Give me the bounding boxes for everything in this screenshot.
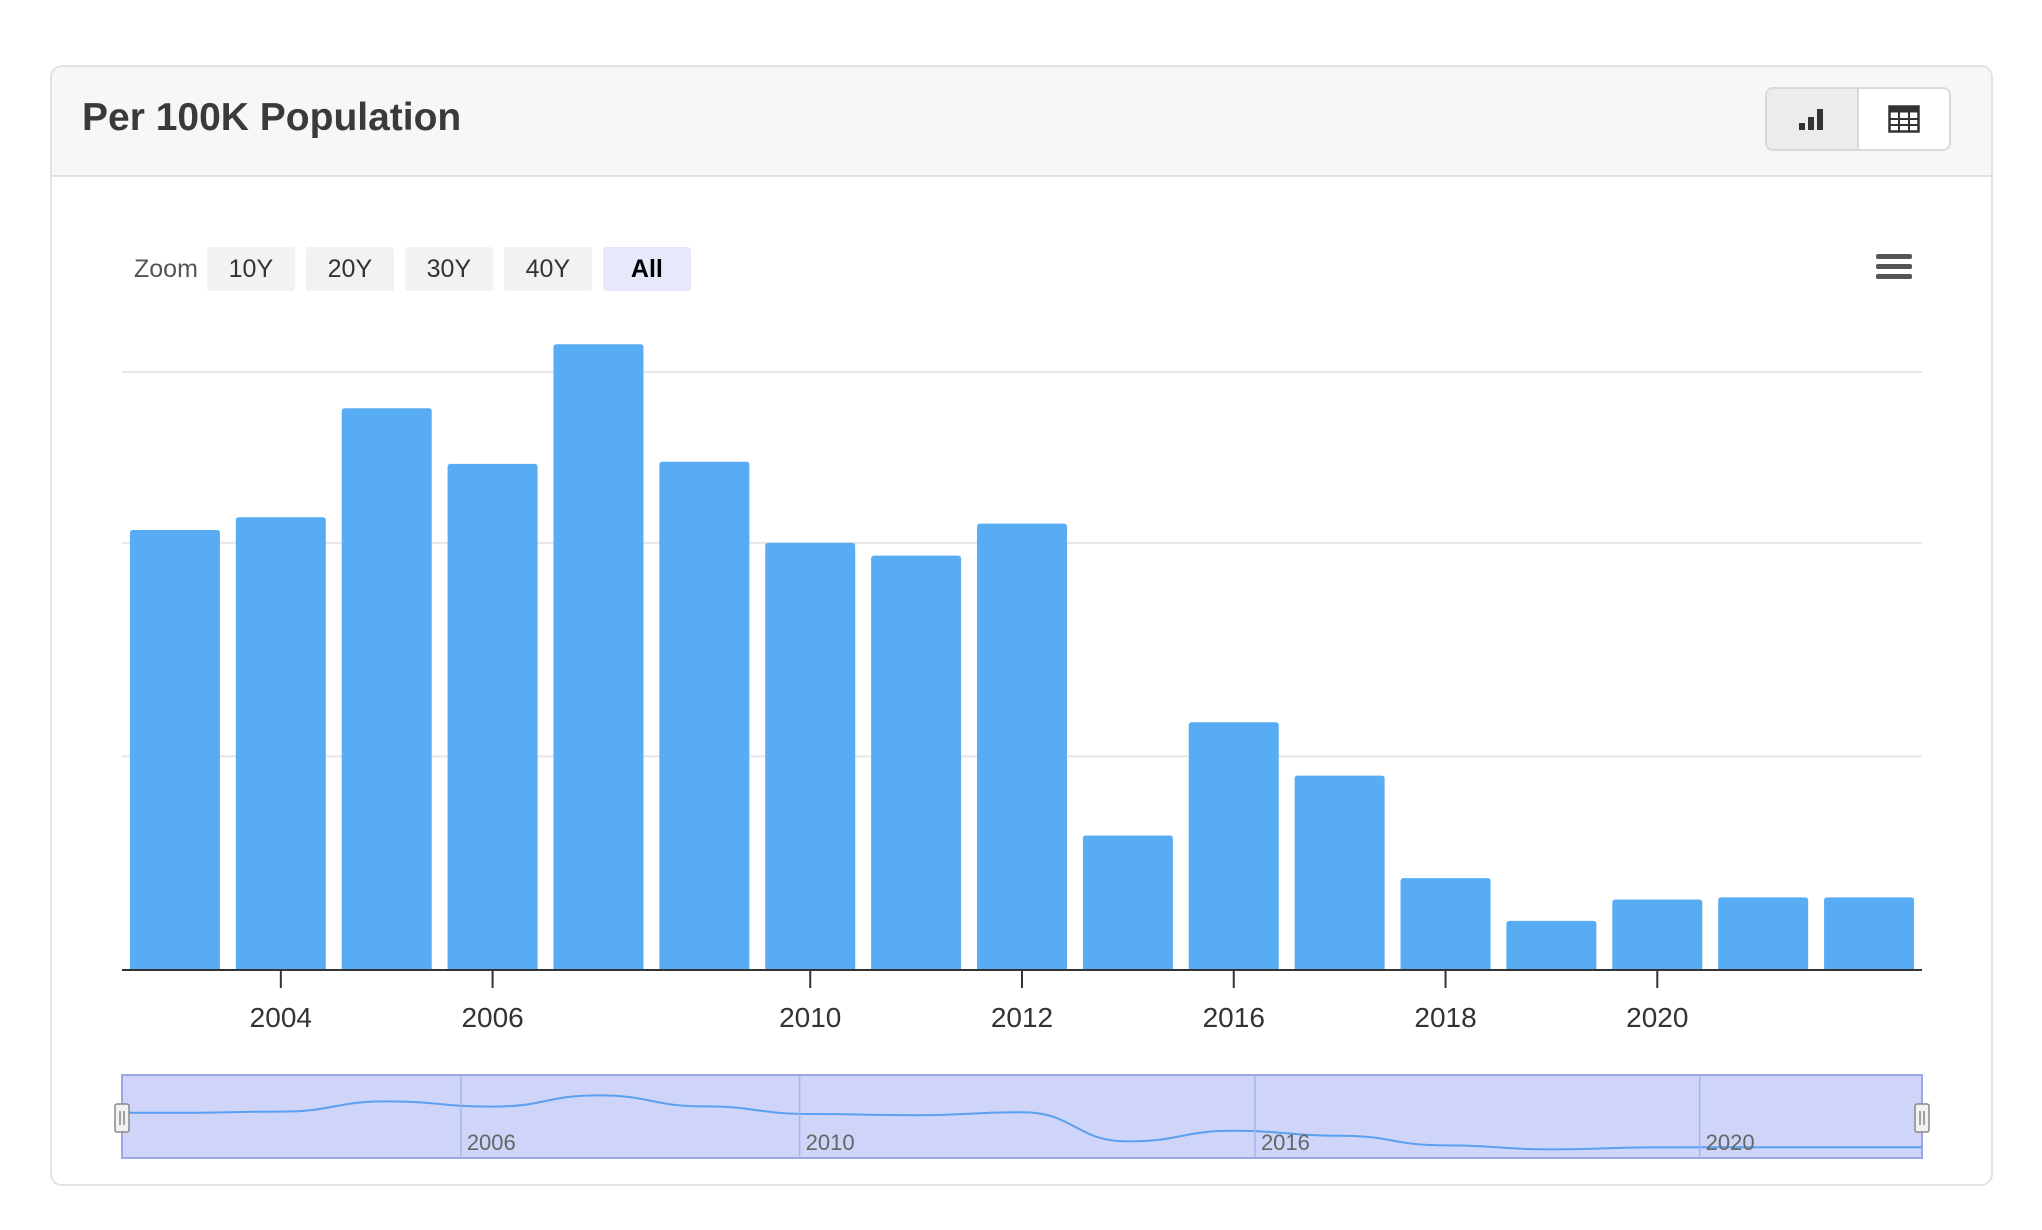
zoom-bar: Zoom 10Y 20Y 30Y 40Y All [124,247,702,291]
bar-2009[interactable] [765,542,856,970]
bar-2004[interactable] [235,517,326,970]
x-tick-label: 2012 [991,1002,1053,1033]
bar-2007[interactable] [553,344,644,970]
bar-chart-icon [1799,109,1823,130]
table-view-button[interactable] [1859,89,1949,149]
navigator-label: 2016 [1261,1130,1310,1155]
bar-2005[interactable] [341,408,432,970]
navigator-label: 2020 [1706,1130,1755,1155]
navigator-left-handle[interactable] [114,1103,130,1133]
zoom-all-button[interactable]: All [602,247,691,291]
bar-2017[interactable] [1612,899,1703,970]
navigator-label: 2010 [806,1130,855,1155]
zoom-40y-button[interactable]: 40Y [503,247,592,291]
table-grid-icon [1888,105,1920,133]
x-tick-label: 2020 [1626,1002,1688,1033]
card-header: Per 100K Population [52,67,1991,177]
bar-2012[interactable] [1082,835,1173,970]
zoom-label: Zoom [134,254,198,283]
navigator-selection[interactable] [121,1074,1923,1159]
zoom-20y-button[interactable]: 20Y [305,247,394,291]
navigator-right-handle[interactable] [1914,1103,1930,1133]
bar-2003[interactable] [129,530,220,970]
bar-2015[interactable] [1400,878,1491,970]
zoom-10y-button[interactable]: 10Y [206,247,295,291]
x-tick-label: 2004 [250,1002,312,1033]
x-tick-label: 2016 [1203,1002,1265,1033]
hamburger-menu-icon[interactable] [1876,252,1912,282]
navigator-series-line [122,1094,1922,1151]
x-axis: 2004 2006 2010 2012 2016 2018 2020 [122,969,1922,1033]
chart-view-button[interactable] [1767,89,1859,149]
view-toggle [1765,87,1951,151]
zoom-30y-button[interactable]: 30Y [404,247,493,291]
card-title: Per 100K Population [82,96,462,139]
bar-2006[interactable] [447,463,538,970]
bar-2008[interactable] [659,461,750,970]
chart-bars [129,344,1915,970]
bar-2019[interactable] [1824,897,1915,970]
x-tick-label: 2006 [461,1002,523,1033]
bar-2018[interactable] [1718,897,1809,970]
bar-2016[interactable] [1506,920,1597,970]
bar-2014[interactable] [1294,775,1385,970]
bar-2011[interactable] [977,523,1067,970]
bar-2013[interactable] [1188,722,1279,970]
range-navigator[interactable]: 2006 2010 2016 2020 [114,1074,1930,1159]
x-tick-label: 2010 [779,1002,841,1033]
bar-2010[interactable] [871,555,962,970]
x-tick-label: 2018 [1414,1002,1476,1033]
navigator-label: 2006 [467,1130,516,1155]
